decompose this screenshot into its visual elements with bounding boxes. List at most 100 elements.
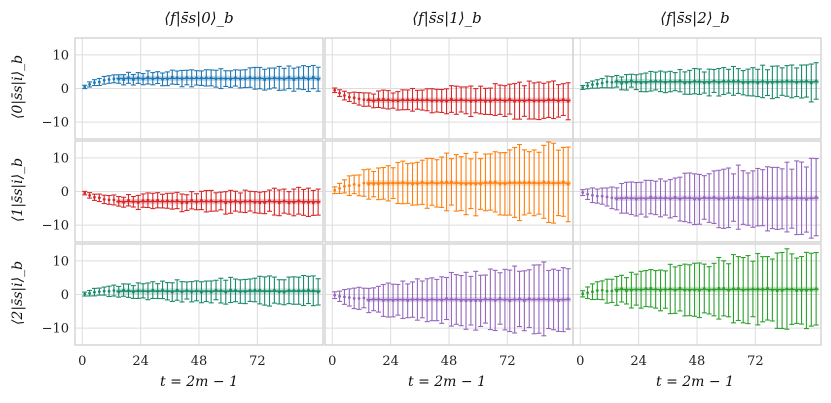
- data-point: [258, 201, 262, 205]
- data-point: [83, 292, 87, 296]
- data-point: [195, 200, 198, 204]
- data-point: [165, 77, 169, 81]
- data-point: [659, 79, 662, 83]
- data-point: [775, 80, 779, 84]
- panel-1-1: [324, 140, 574, 243]
- data-point: [83, 191, 87, 195]
- data-point: [736, 79, 740, 83]
- data-point: [107, 198, 111, 202]
- data-point: [292, 201, 296, 204]
- panel-2-0: 10 0 −10 0 24 48 72: [42, 243, 324, 369]
- data-point: [156, 198, 160, 202]
- data-point: [688, 196, 692, 200]
- column-title-1: ⟨f|s̄s|1⟩_b: [412, 9, 481, 27]
- data-point: [474, 299, 478, 303]
- data-point: [581, 292, 585, 296]
- data-point: [381, 299, 385, 302]
- data-point: [272, 200, 276, 204]
- data-point: [316, 290, 320, 294]
- data-point: [263, 201, 267, 205]
- data-point: [127, 289, 130, 293]
- data-point: [287, 201, 291, 205]
- data-point: [195, 76, 198, 80]
- data-point: [97, 196, 101, 200]
- data-point: [751, 287, 755, 291]
- data-point: [561, 98, 565, 101]
- panel-data: [332, 261, 571, 337]
- data-point: [175, 76, 179, 80]
- data-point: [411, 182, 414, 186]
- data-point: [756, 287, 760, 291]
- data-point: [775, 289, 779, 293]
- data-point: [430, 99, 434, 103]
- data-point: [527, 297, 531, 301]
- data-point: [297, 289, 301, 293]
- data-point: [214, 288, 218, 292]
- data-point: [566, 297, 570, 301]
- row-label-1: ⟨1|s̄s|i⟩_b: [10, 158, 26, 222]
- data-point: [430, 297, 434, 301]
- data-point: [185, 76, 189, 79]
- data-point: [151, 77, 155, 81]
- data-point: [746, 197, 750, 201]
- data-point: [795, 80, 799, 84]
- data-point: [513, 298, 517, 301]
- data-point: [761, 196, 765, 200]
- x-tick-label: 24: [132, 354, 149, 369]
- data-point: [522, 99, 526, 103]
- data-point: [343, 295, 346, 299]
- data-point: [180, 201, 184, 205]
- data-point: [88, 83, 91, 86]
- data-point: [282, 199, 286, 203]
- data-point: [282, 290, 286, 294]
- data-point: [156, 76, 160, 79]
- data-point: [112, 77, 116, 81]
- data-point: [557, 99, 560, 103]
- data-point: [454, 98, 458, 102]
- data-point: [634, 197, 638, 201]
- data-point: [253, 76, 257, 80]
- data-point: [566, 99, 570, 103]
- data-point: [615, 197, 619, 201]
- data-point: [566, 183, 570, 186]
- data-point: [170, 75, 174, 79]
- data-point: [204, 199, 208, 203]
- data-point: [552, 298, 555, 301]
- data-point: [209, 76, 213, 80]
- data-point: [338, 294, 341, 298]
- data-point: [469, 182, 473, 186]
- data-point: [761, 287, 765, 291]
- data-point: [161, 77, 164, 81]
- data-point: [253, 200, 257, 204]
- data-point: [415, 98, 419, 102]
- data-point: [761, 80, 765, 83]
- data-point: [814, 195, 818, 199]
- data-point: [484, 297, 487, 301]
- data-point: [805, 198, 808, 201]
- panel-data: [580, 248, 819, 330]
- data-point: [595, 289, 599, 292]
- data-point: [386, 98, 390, 102]
- data-point: [219, 77, 223, 81]
- panel-frame: [572, 243, 822, 346]
- data-point: [605, 289, 609, 293]
- data-point: [200, 76, 203, 80]
- data-point: [503, 99, 507, 103]
- data-point: [411, 98, 414, 102]
- data-point: [406, 299, 410, 303]
- data-point: [415, 182, 419, 186]
- data-point: [131, 290, 135, 294]
- data-point: [693, 288, 696, 292]
- data-point: [425, 181, 429, 185]
- data-point: [214, 77, 218, 81]
- data-point: [112, 289, 116, 292]
- data-point: [450, 97, 453, 101]
- data-point: [347, 95, 351, 99]
- data-point: [707, 196, 711, 200]
- data-point: [766, 197, 769, 201]
- data-point: [367, 182, 371, 186]
- data-point: [93, 195, 96, 199]
- data-point: [347, 184, 351, 188]
- data-point: [180, 290, 184, 294]
- data-point: [362, 296, 366, 300]
